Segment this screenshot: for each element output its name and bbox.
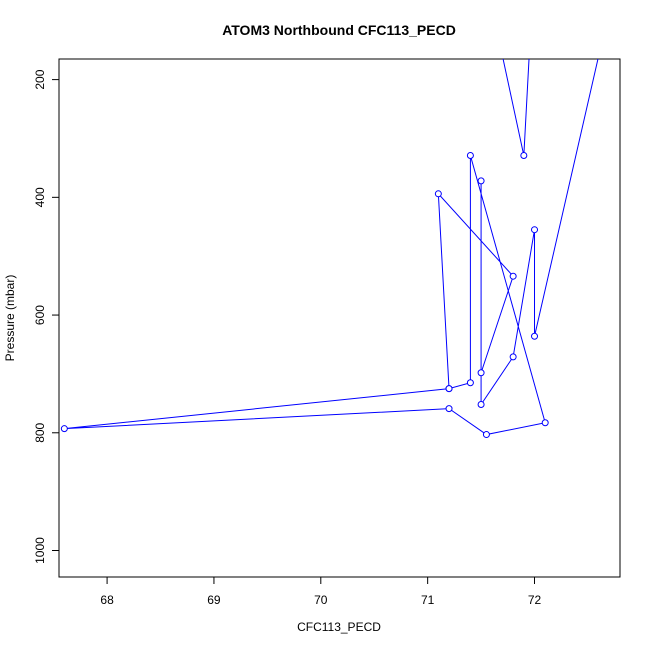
data-point (531, 332, 539, 340)
data-point (477, 177, 485, 185)
series-points (60, 152, 549, 439)
y-tick-label: 600 (33, 305, 47, 325)
data-point (509, 272, 517, 280)
data-point (482, 431, 490, 439)
y-axis-label: Pressure (mbar) (3, 275, 17, 362)
series-line-2 (64, 59, 599, 436)
y-tick-label: 200 (33, 69, 47, 89)
y-tick-label: 800 (33, 422, 47, 442)
data-point (477, 369, 485, 377)
y-axis-ticks: 200 400 600 800 1000 (33, 69, 59, 564)
series-lines (64, 59, 599, 436)
plot-frame (58, 58, 621, 578)
y-tick-label: 400 (33, 187, 47, 207)
series-line-1 (502, 59, 530, 156)
chart-title: ATOM3 Northbound CFC113_PECD (222, 22, 456, 38)
data-point (60, 425, 68, 433)
data-point (477, 401, 485, 409)
data-point (531, 226, 539, 234)
data-point (541, 419, 549, 427)
data-point (445, 385, 453, 393)
x-tick-label: 69 (207, 593, 221, 607)
y-tick-label: 1000 (33, 537, 47, 564)
x-axis-label: CFC113_PECD (297, 620, 381, 634)
data-point (434, 190, 442, 198)
data-point (466, 379, 474, 387)
data-point (445, 405, 453, 413)
x-tick-label: 70 (314, 593, 328, 607)
x-tick-label: 71 (421, 593, 435, 607)
data-point (520, 152, 528, 160)
x-axis-ticks: 68 69 70 71 72 (100, 577, 542, 607)
x-tick-label: 72 (528, 593, 542, 607)
data-point (509, 353, 517, 361)
data-point (466, 152, 474, 160)
x-tick-label: 68 (100, 593, 114, 607)
